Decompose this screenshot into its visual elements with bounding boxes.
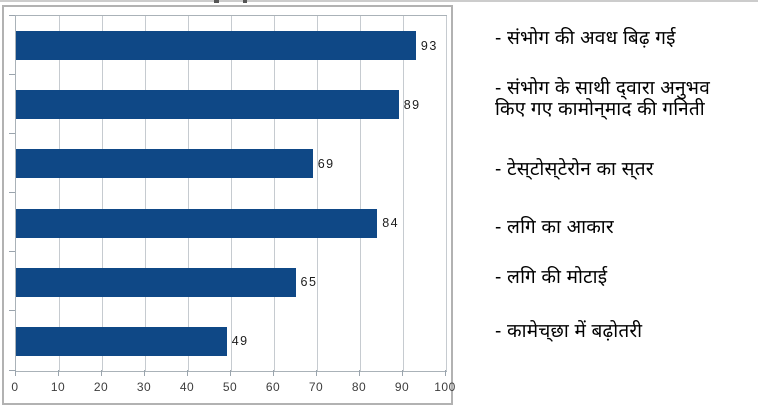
x-axis-tick-label: 30	[136, 380, 152, 394]
bar	[16, 208, 378, 238]
x-axis-tick	[444, 370, 446, 376]
gridline	[402, 16, 404, 371]
bar-value-label: 93	[420, 38, 438, 53]
x-axis-tick-label: 70	[308, 380, 324, 394]
category-label-1: - संभोग की अवध बिढ़ गई	[495, 28, 676, 49]
x-axis-tick	[272, 370, 274, 376]
y-axis-tick	[9, 73, 15, 75]
x-axis-tick-label: 40	[179, 380, 195, 394]
x-axis-tick	[315, 370, 317, 376]
category-labels: - संभोग की अवध बिढ़ गई - संभोग के साथी द…	[495, 0, 758, 410]
x-axis-tick	[358, 370, 360, 376]
bar-value-label: 84	[382, 216, 400, 231]
x-axis-tick	[14, 370, 16, 376]
bar-chart: 93 89 69 84 65 49 0 10 20 30 40 50 60 70 80 90 100	[2, 5, 455, 405]
x-axis-tick-label: 100	[434, 380, 456, 394]
category-label-6: - कामेच्‌छा में बढ़ोतरी	[495, 321, 643, 342]
bar-value-label: 89	[403, 97, 421, 112]
bar	[16, 90, 399, 120]
bar-value-label: 49	[231, 334, 249, 349]
category-label-2: - संभोग के साथी द्‌वारा अनुभव किए गए काम…	[495, 78, 711, 120]
gridline	[230, 16, 232, 371]
gridline	[144, 16, 146, 371]
category-label-3: - टेस्‌टोस्‌टेरोन का स्‌तर	[495, 159, 654, 180]
x-axis-tick	[401, 370, 403, 376]
gridline	[445, 16, 447, 371]
y-axis-tick	[9, 369, 15, 371]
x-axis-tick	[143, 370, 145, 376]
x-axis-tick	[186, 370, 188, 376]
gridline	[273, 16, 275, 371]
y-axis-tick	[9, 14, 15, 16]
x-axis-tick-label: 10	[50, 380, 66, 394]
cropped-title-fragment	[243, 0, 247, 3]
category-label-5: - लगि की मोटाई	[495, 267, 608, 288]
bar-value-label: 69	[317, 156, 335, 171]
x-axis-tick-label: 80	[351, 380, 367, 394]
category-label-4: - लगि का आकार	[495, 217, 614, 238]
y-axis-tick	[9, 132, 15, 134]
gridline	[58, 16, 60, 371]
x-axis-tick-label: 90	[394, 380, 410, 394]
x-axis-tick-label: 50	[222, 380, 238, 394]
x-axis-tick-label: 60	[265, 380, 281, 394]
gridline	[187, 16, 189, 371]
x-axis-tick-label: 20	[93, 380, 109, 394]
x-axis-tick-label: 0	[11, 380, 19, 394]
bar	[16, 31, 416, 61]
plot-area: 93 89 69 84 65 49	[15, 15, 447, 372]
x-axis-tick	[57, 370, 59, 376]
cropped-title-fragment	[214, 0, 219, 3]
bar-value-label: 65	[300, 275, 318, 290]
y-axis-tick	[9, 251, 15, 253]
gridline	[359, 16, 361, 371]
gridline	[101, 16, 103, 371]
bar	[16, 267, 296, 297]
y-axis-tick	[9, 192, 15, 193]
gridline	[316, 16, 318, 371]
y-axis-tick	[9, 310, 15, 312]
x-axis-tick	[229, 370, 231, 376]
bar	[16, 326, 227, 356]
x-axis-tick	[100, 370, 102, 376]
bar	[16, 149, 313, 179]
cropped-title-strip	[0, 0, 758, 2]
